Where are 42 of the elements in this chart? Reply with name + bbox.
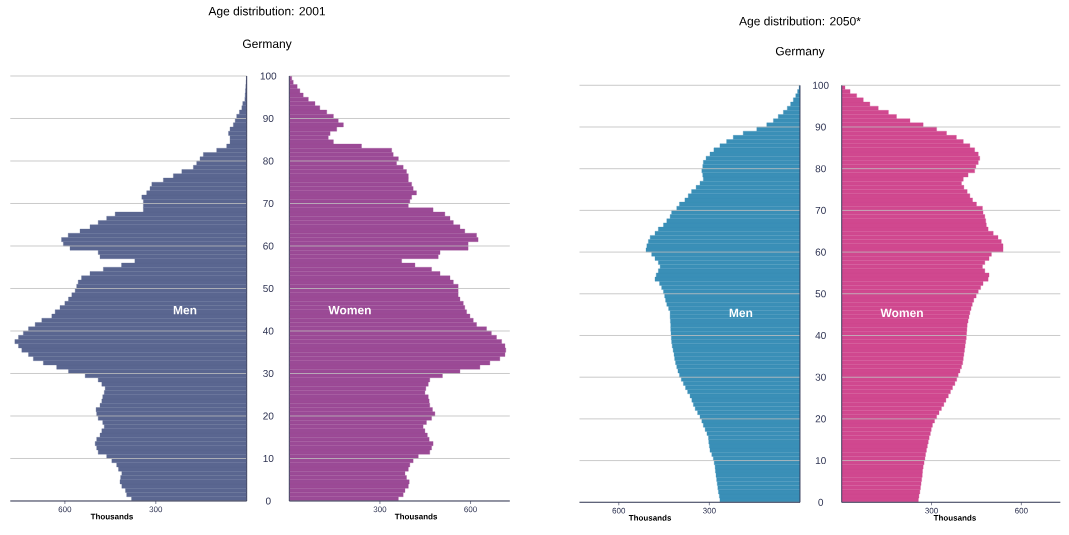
y-tick-label: 20 xyxy=(815,415,826,423)
y-tick-label: 80 xyxy=(263,157,274,165)
x-axis-title: Thousands xyxy=(394,513,438,520)
x-axis-title: Thousands xyxy=(933,514,976,521)
x-tick-label: 300 xyxy=(703,507,716,514)
annotation: Women xyxy=(880,308,923,318)
y-tick-label: 70 xyxy=(263,199,274,208)
x-tick-label: 600 xyxy=(464,506,477,513)
annotation: Men xyxy=(173,305,197,315)
y-tick-label: 0 xyxy=(818,498,824,506)
chart-subtitle: Germany xyxy=(775,46,825,58)
x-tick-label: 600 xyxy=(612,507,626,514)
x-tick-label: 600 xyxy=(58,506,72,513)
y-tick-label: 60 xyxy=(263,242,274,250)
x-axis-title: Thousands xyxy=(90,513,133,520)
y-tick-label: 10 xyxy=(815,457,826,465)
chart-title: Age distribution: 2001 xyxy=(208,6,326,18)
x-tick-label: 300 xyxy=(373,506,387,513)
y-tick-label: 80 xyxy=(815,165,826,173)
chart-subtitle: Germany xyxy=(242,39,292,51)
y-tick-label: 70 xyxy=(815,206,826,214)
y-tick-label: 40 xyxy=(262,327,274,335)
x-axis-title: Thousands xyxy=(628,514,672,521)
x-tick-label: 600 xyxy=(1015,507,1028,514)
y-tick-label: 0 xyxy=(265,497,271,505)
y-tick-label: 40 xyxy=(815,331,826,340)
y-tick-label: 10 xyxy=(263,454,274,463)
y-tick-label: 100 xyxy=(260,72,277,80)
y-tick-label: 50 xyxy=(263,284,274,293)
x-tick-label: 300 xyxy=(149,506,163,513)
y-tick-label: 100 xyxy=(813,81,829,89)
annotation: Women xyxy=(328,305,371,315)
y-tick-label: 90 xyxy=(815,123,826,131)
annotation: Men xyxy=(729,308,753,318)
y-tick-label: 20 xyxy=(263,412,274,420)
y-tick-label: 30 xyxy=(263,369,274,378)
y-tick-label: 50 xyxy=(815,290,826,298)
chart-title: Age distribution: 2050* xyxy=(739,16,861,28)
y-tick-label: 60 xyxy=(815,248,826,256)
x-tick-label: 300 xyxy=(925,507,938,514)
y-tick-label: 30 xyxy=(815,373,826,381)
y-tick-label: 90 xyxy=(263,114,274,123)
